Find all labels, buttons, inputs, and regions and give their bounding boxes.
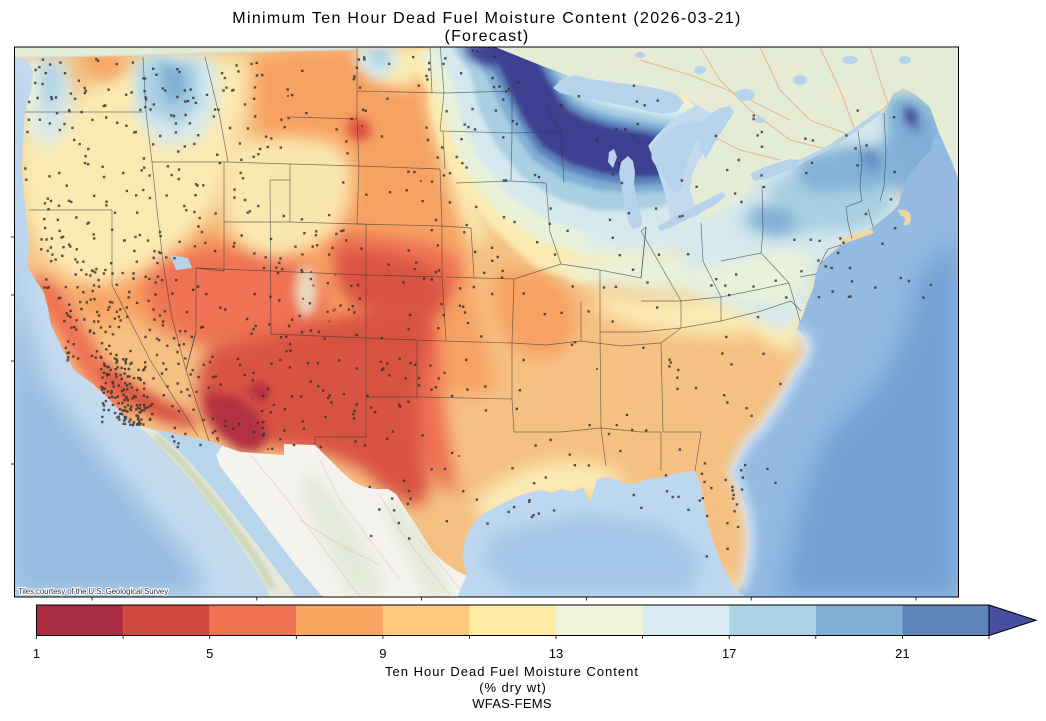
svg-text:9: 9: [379, 646, 386, 661]
svg-text:Ten Hour Dead Fuel Moisture Co: Ten Hour Dead Fuel Moisture Content: [385, 664, 639, 679]
svg-text:Tiles courtesy of the U.S. Geo: Tiles courtesy of the U.S. Geological Su…: [18, 587, 168, 596]
svg-text:1: 1: [33, 646, 40, 661]
svg-text:13: 13: [549, 646, 563, 661]
svg-text:(% dry wt): (% dry wt): [479, 680, 547, 695]
svg-text:WFAS-FEMS: WFAS-FEMS: [472, 696, 552, 711]
svg-text:5: 5: [206, 646, 213, 661]
svg-text:Minimum Ten Hour Dead Fuel Moi: Minimum Ten Hour Dead Fuel Moisture Cont…: [232, 10, 741, 27]
svg-text:21: 21: [895, 646, 909, 661]
svg-text:(Forecast): (Forecast): [445, 28, 530, 45]
svg-text:17: 17: [722, 646, 736, 661]
